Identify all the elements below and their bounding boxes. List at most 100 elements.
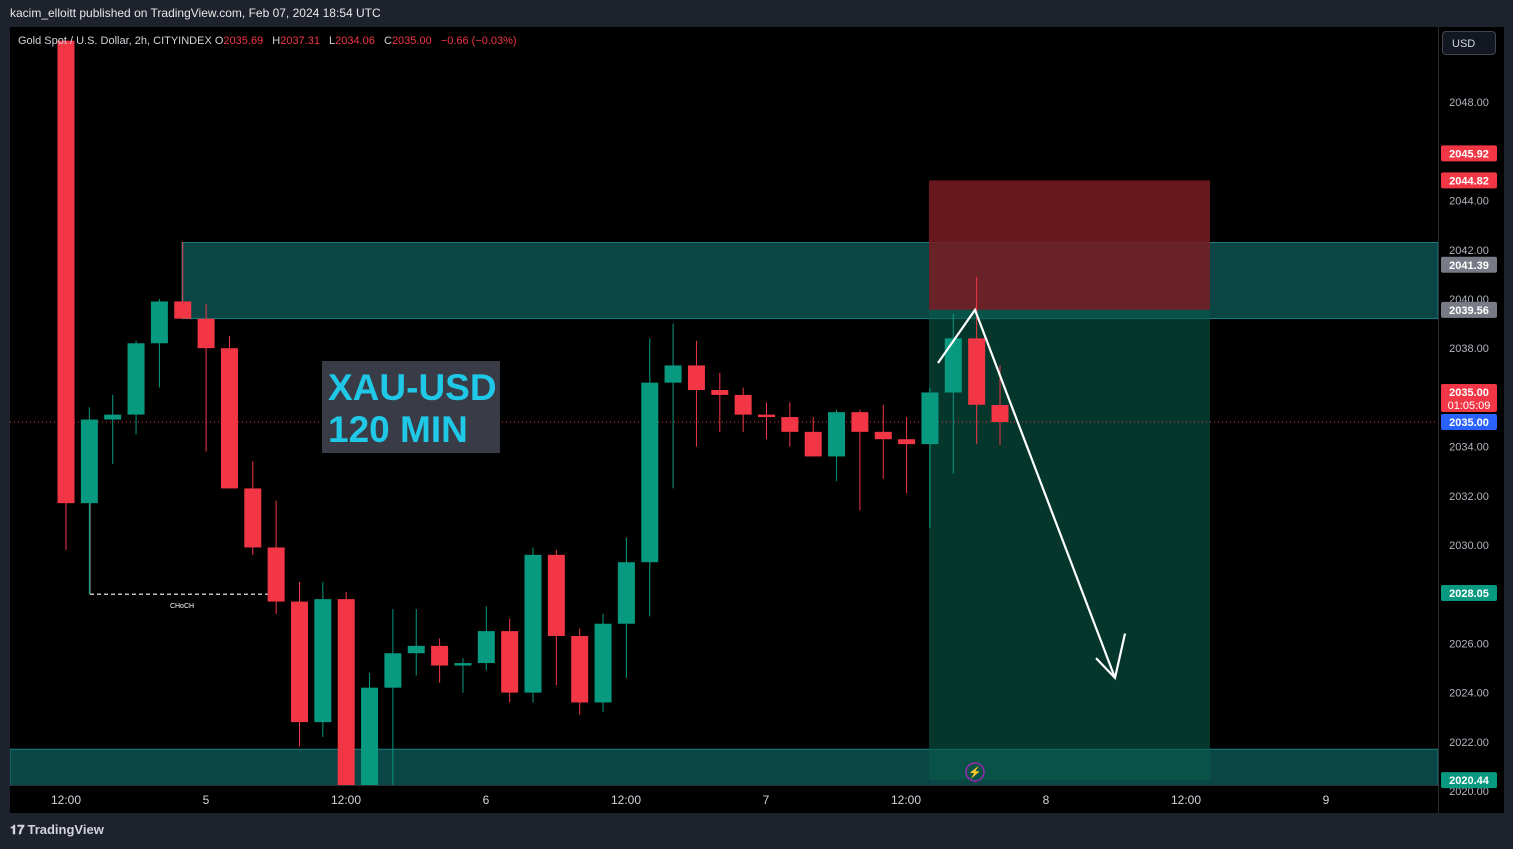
price-axis[interactable]: 2048.00 2044.00 2042.00 2040.00 2038.00 2034.… — [1438, 27, 1504, 813]
price-label-box — [1441, 145, 1497, 162]
candle-up — [617, 562, 635, 624]
price-tick: 2038.00 — [1449, 343, 1489, 355]
time-tick: 8 — [1043, 793, 1050, 807]
candle-down — [874, 431, 892, 440]
candle-up — [828, 412, 846, 457]
time-tick: 5 — [203, 793, 210, 807]
price-label: 2039.56 — [1449, 305, 1489, 317]
price-label-box — [1441, 584, 1497, 601]
symbol-legend: Gold Spot / U.S. Dollar, 2h, CITYINDEX O… — [18, 35, 523, 47]
price-label-box — [1441, 772, 1497, 789]
publisher-info: kacim_elloitt published on TradingView.c… — [10, 6, 381, 20]
legend-close-label: C — [383, 35, 392, 47]
demand-supply-zone — [181, 242, 1438, 320]
candle-up — [127, 343, 145, 415]
tradingview-logo[interactable]: 𝟏𝟕 TradingView — [10, 822, 104, 838]
overlay-text-line: XAU-USD — [328, 367, 497, 408]
candle-up — [407, 645, 425, 654]
price-label: 2020.44 — [1449, 775, 1490, 787]
choch-label: CHoCH — [170, 603, 194, 610]
candle-down — [244, 488, 262, 548]
overlay-text-line: 120 MIN — [328, 409, 468, 450]
candle-down — [781, 417, 799, 432]
price-label: 2045.92 — [1449, 148, 1489, 160]
legend-close-value: 2035.00 — [391, 35, 432, 47]
candle-down — [291, 601, 308, 723]
price-tick: 2030.00 — [1449, 540, 1489, 552]
price-tick: 2032.00 — [1449, 491, 1489, 503]
price-label-box — [1441, 301, 1497, 318]
demand-supply-zone — [10, 748, 1438, 785]
candle-up — [314, 599, 332, 723]
price-label: 2044.82 — [1449, 175, 1489, 187]
price-label: 2035.00 — [1449, 417, 1489, 429]
candle-up — [80, 419, 98, 504]
price-label-box — [1441, 414, 1497, 430]
price-label: 2041.39 — [1449, 260, 1489, 272]
time-tick: 12:00 — [611, 793, 641, 807]
candle-up — [361, 687, 379, 785]
candle-down — [851, 412, 869, 432]
trade-arrowhead — [1095, 633, 1127, 681]
time-tick: 12:00 — [1171, 793, 1201, 807]
legend-low-label: L — [329, 35, 336, 47]
candle-down — [220, 348, 238, 489]
tradingview-logo-icon: 𝟏𝟕 — [10, 822, 25, 837]
candle-up — [150, 301, 168, 344]
candle-down — [57, 40, 75, 504]
time-tick: 12:00 — [51, 793, 81, 807]
legend-low-value: 2034.06 — [335, 35, 375, 47]
alert-icon — [965, 762, 985, 782]
candle-down — [711, 390, 729, 395]
price-tick: 2026.00 — [1449, 638, 1489, 650]
price-label-box — [1441, 172, 1497, 189]
price-tick: 2044.00 — [1449, 196, 1489, 208]
price-tick: 2020.00 — [1449, 786, 1489, 798]
legend-change: −0.66 (−0.03%) — [440, 35, 517, 47]
candle-down — [758, 414, 775, 418]
time-tick: 7 — [763, 793, 770, 807]
price-tick: 2034.00 — [1449, 442, 1489, 454]
candle-up — [594, 623, 612, 703]
time-tick: 12:00 — [331, 793, 361, 807]
price-tick: 2024.00 — [1449, 688, 1489, 700]
chart-plot-area[interactable]: CHoCH XAU-USD 120 MIN ⚡ Gold Spot / U.S. Do… — [10, 27, 1438, 785]
legend-open-value: 2035.69 — [223, 35, 264, 47]
candle-down — [501, 631, 519, 693]
candle-up — [524, 554, 542, 693]
chart-frame: CHoCH XAU-USD 120 MIN ⚡ Gold Spot / U.S. Do… — [10, 27, 1504, 814]
price-label: 2028.05 — [1449, 588, 1489, 600]
candle-down — [174, 301, 192, 319]
candle-down — [267, 547, 285, 602]
candle-up — [384, 653, 402, 688]
currency-button[interactable]: USD — [1442, 31, 1496, 55]
time-tick: 9 — [1323, 793, 1330, 807]
candle-up — [477, 631, 495, 664]
stop-loss-area — [929, 180, 1210, 310]
candle-down — [804, 431, 822, 457]
time-axis-labels: 12:00 5 12:00 6 12:00 7 12:00 8 12:00 9 — [51, 793, 1330, 807]
candle-up — [641, 382, 659, 563]
time-tick: 6 — [483, 793, 490, 807]
price-tick: 2042.00 — [1449, 245, 1489, 257]
tradingview-brand: TradingView — [27, 822, 104, 837]
price-label: 2035.00 — [1449, 387, 1489, 399]
candle-up — [454, 663, 472, 666]
candle-down — [197, 318, 215, 349]
legend-open-label: O — [214, 35, 224, 47]
price-tick: 2022.00 — [1449, 737, 1489, 749]
price-label-box — [1441, 384, 1497, 412]
legend-high-value: 2037.31 — [280, 35, 320, 47]
candle-down — [968, 338, 986, 405]
price-countdown: 01:05:09 — [1448, 400, 1491, 412]
candle-down — [431, 645, 449, 666]
time-axis[interactable]: 12:00 5 12:00 6 12:00 7 12:00 8 12:00 9 — [10, 785, 1438, 814]
price-label-box — [1441, 256, 1497, 273]
candle-down — [734, 394, 752, 415]
candle-up — [104, 414, 122, 420]
price-axis-labels: 2048.002044.002042.002040.002038.002034.… — [1441, 97, 1497, 798]
candle-up — [944, 338, 962, 393]
legend-symbol: Gold Spot / U.S. Dollar, 2h, CITYINDEX — [18, 35, 212, 47]
trade-arrow — [937, 307, 1117, 679]
candle-up — [664, 365, 682, 383]
